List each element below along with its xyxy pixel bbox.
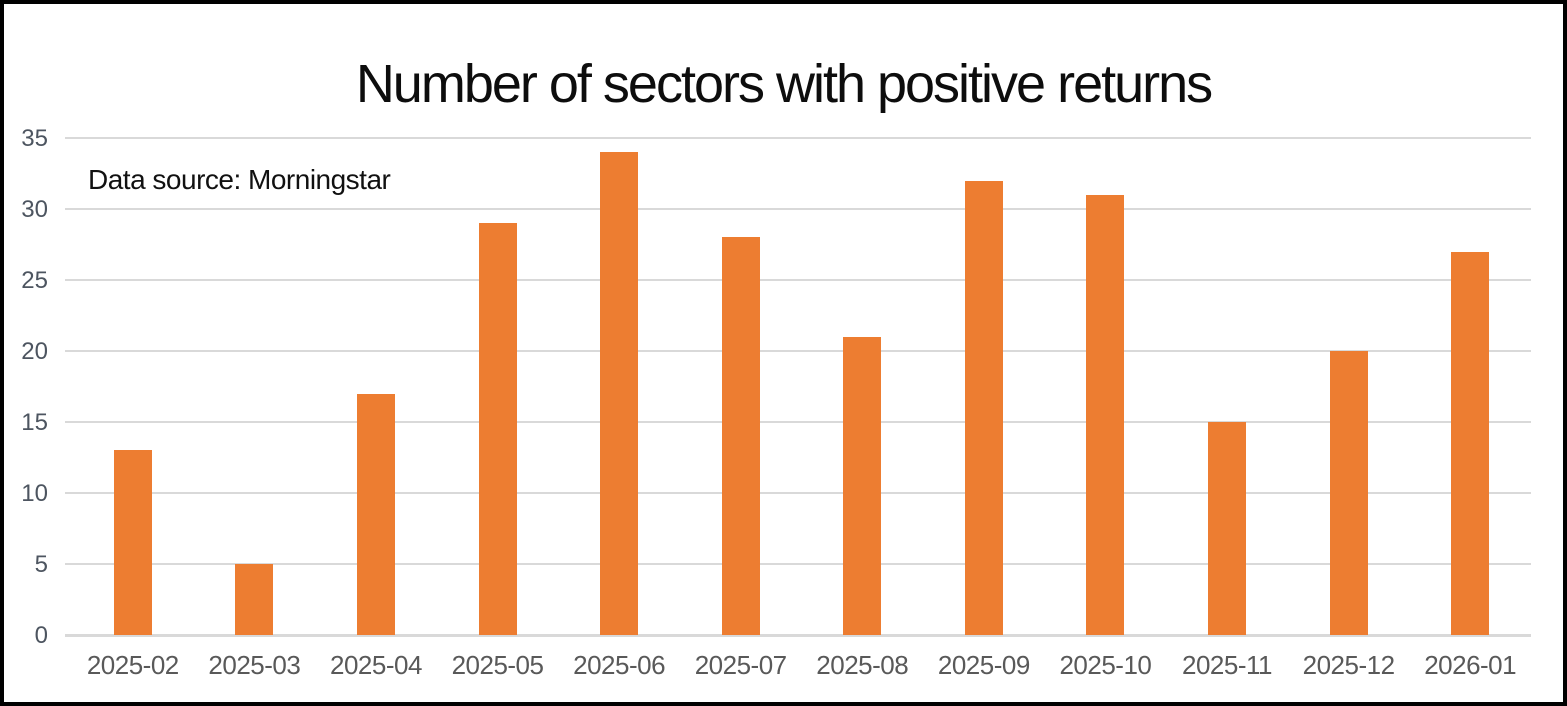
x-tick-label-2026-01: 2026-01 [1424,650,1517,680]
bar-2025-07 [721,237,760,635]
x-tick-label-2025-12: 2025-12 [1302,650,1395,680]
bar-2025-10 [1086,194,1125,635]
bar-slot-2025-07 [680,138,802,635]
bar-2025-04 [356,393,395,635]
bar-series [65,138,1531,635]
y-tick-label: 5 [34,551,48,578]
y-axis-tick-labels: 0 5 10 15 20 25 30 35 [4,127,56,648]
bar-slot-2026-01 [1409,138,1531,635]
y-tick-label: 30 [21,196,48,223]
plot-area [65,137,1531,637]
gridline-y-20 [65,350,1531,352]
bar-2025-08 [843,336,882,635]
x-tick-label-2025-11: 2025-11 [1181,650,1272,680]
x-tick-label-2025-05: 2025-05 [451,650,544,680]
bar-2025-06 [600,152,639,635]
y-tick-label: 35 [21,125,48,152]
bar-slot-2025-08 [801,138,923,635]
y-tick-label: 25 [21,267,48,294]
x-axis-tick-labels: 2025-02 2025-03 2025-04 2025-05 2025-06 2025-… [65,650,1531,681]
x-tick-label-2025-09: 2025-09 [937,650,1030,680]
x-tick-label-2025-10: 2025-10 [1059,650,1152,680]
bar-slot-2025-12 [1288,138,1410,635]
chart-title: Number of sectors with positive returns [355,54,1213,114]
x-tick-label-2025-06: 2025-06 [573,650,666,680]
gridline-y-35 [65,137,1531,139]
gridlines [65,137,1531,637]
bar-2025-02 [113,450,152,635]
y-tick-label: 20 [21,338,48,365]
bar-2026-01 [1451,251,1490,635]
bar-slot-2025-04 [315,138,437,635]
gridline-y-15 [65,421,1531,423]
gridline-y-10 [65,492,1531,494]
x-tick-label-2025-08: 2025-08 [816,650,909,680]
gridline-y-30 [65,208,1531,210]
y-tick-label: 0 [34,622,48,649]
data-source-note: Data source: Morningstar [88,164,391,195]
gridline-y-25 [65,279,1531,281]
x-tick-label-2025-04: 2025-04 [329,650,422,680]
bar-2025-12 [1329,351,1368,635]
bar-2025-03 [235,564,274,635]
bar-slot-2025-02 [72,138,194,635]
y-tick-label: 10 [21,480,48,507]
x-tick-label-2025-02: 2025-02 [86,650,179,680]
bar-slot-2025-10 [1045,138,1167,635]
bar-slot-2025-09 [923,138,1045,635]
y-tick-label: 15 [21,409,48,436]
bar-slot-2025-06 [558,138,680,635]
gridline-y-0 [65,634,1531,637]
bar-2025-09 [964,180,1003,635]
bar-slot-2025-03 [194,138,316,635]
gridline-y-5 [65,563,1531,565]
bar-slot-2025-05 [437,138,559,635]
bar-2025-11 [1207,422,1246,635]
x-tick-label-2025-07: 2025-07 [694,650,787,680]
bar-slot-2025-11 [1166,138,1288,635]
bar-2025-05 [478,223,517,635]
x-tick-label-2025-03: 2025-03 [208,650,301,680]
